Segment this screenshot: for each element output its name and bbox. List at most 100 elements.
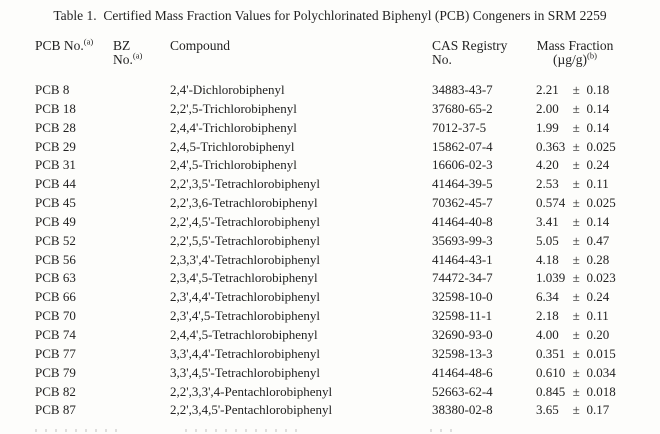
compound-cell: 2,3,3',4'-Tetrachlorobiphenyl — [170, 251, 320, 267]
plus-minus-sign: ± — [572, 345, 580, 361]
compound-cell: 2,2',3,6-Tetrachlorobiphenyl — [170, 195, 318, 211]
mass-fraction-cell: 0.574 ± 0.025 — [536, 195, 628, 211]
table-header-row: PCB No.(a) BZ No.(a) Compound CAS Regist… — [35, 37, 628, 67]
mass-fraction-label-line1: Mass Fraction — [536, 38, 614, 53]
compound-cell: 2,4,4'-Trichlorobiphenyl — [170, 119, 297, 135]
pcb-no-cell: PCB 74 — [35, 326, 76, 342]
clipped-text-fragment — [35, 429, 125, 432]
mass-value: 2.00 — [536, 100, 559, 116]
table-row: PCB 29 2,4,5-Trichlorobiphenyl 15862-07-… — [35, 139, 628, 158]
table-row: PCB 82 2,2',3,3',4-Pentachlorobiphenyl 5… — [35, 384, 628, 403]
mass-fraction-cell: 3.41 ± 0.14 — [536, 214, 628, 230]
plus-minus-sign: ± — [572, 176, 580, 192]
compound-cell: 2,4,5-Trichlorobiphenyl — [170, 138, 295, 154]
table-title: Table 1. Certified Mass Fraction Values … — [53, 8, 607, 23]
mass-uncertainty: 0.018 — [586, 383, 616, 399]
mass-value: 4.18 — [536, 251, 559, 267]
cas-no-cell: 41464-43-1 — [432, 251, 493, 267]
mass-value: 2.18 — [536, 308, 559, 324]
plus-minus-sign: ± — [572, 195, 580, 211]
pcb-no-cell: PCB 82 — [35, 383, 76, 399]
pcb-no-cell: PCB 77 — [35, 345, 76, 361]
cas-no-cell: 16606-02-3 — [432, 157, 493, 173]
cas-no-cell: 74472-34-7 — [432, 270, 493, 286]
pcb-no-cell: PCB 45 — [35, 195, 76, 211]
compound-cell: 2,3',4,4'-Tetrachlorobiphenyl — [170, 289, 320, 305]
table-row: PCB 70 2,3',4',5-Tetrachlorobiphenyl 325… — [35, 308, 628, 327]
mass-fraction-cell: 0.845 ± 0.018 — [536, 384, 628, 400]
mass-uncertainty: 0.14 — [586, 100, 610, 116]
table-row: PCB 49 2,2',4,5'-Tetrachlorobiphenyl 414… — [35, 214, 628, 233]
compound-cell: 2,4',5-Trichlorobiphenyl — [170, 157, 297, 173]
compound-cell: 3,3',4,5'-Tetrachlorobiphenyl — [170, 364, 320, 380]
pcb-no-cell: PCB 56 — [35, 251, 76, 267]
mass-uncertainty: 0.24 — [586, 289, 610, 305]
pcb-no-cell: PCB 8 — [35, 82, 70, 97]
plus-minus-sign: ± — [572, 402, 580, 418]
mass-value: 0.363 — [536, 138, 566, 154]
pcb-no-cell: PCB 66 — [35, 289, 76, 305]
mass-fraction-cell: 2.21 ± 0.18 — [536, 82, 628, 98]
plus-minus-sign: ± — [572, 383, 580, 399]
mass-fraction-cell: 2.53 ± 0.11 — [536, 176, 628, 192]
compound-cell: 3,3',4,4'-Tetrachlorobiphenyl — [170, 345, 320, 361]
compound-label: Compound — [170, 38, 231, 53]
clipped-text-fragment — [430, 429, 460, 432]
cas-no-cell: 7012-37-5 — [432, 119, 487, 135]
cas-no-cell: 32598-11-1 — [432, 308, 493, 324]
cas-label-line2: No. — [432, 52, 452, 67]
mass-value: 4.00 — [536, 326, 559, 342]
mass-value: 0.574 — [536, 195, 566, 211]
mass-fraction-cell: 0.363 ± 0.025 — [536, 139, 628, 155]
plus-minus-sign: ± — [572, 138, 580, 154]
mass-fraction-cell: 1.99 ± 0.14 — [536, 120, 628, 136]
plus-minus-sign: ± — [572, 308, 580, 324]
mass-uncertainty: 0.025 — [586, 138, 616, 154]
plus-minus-sign: ± — [572, 251, 580, 267]
pcb-no-cell: PCB 87 — [35, 402, 76, 418]
bz-label-line2: No.(a) — [113, 51, 170, 67]
cas-no-cell: 38380-02-8 — [432, 402, 493, 418]
plus-minus-sign: ± — [572, 289, 580, 305]
table-row: PCB 79 3,3',4,5'-Tetrachlorobiphenyl 414… — [35, 365, 628, 384]
cas-no-cell: 32598-10-0 — [432, 289, 493, 305]
pcb-no-cell: PCB 18 — [35, 100, 76, 116]
plus-minus-sign: ± — [572, 157, 580, 173]
bz-label-line1: BZ — [113, 38, 131, 53]
plus-minus-sign: ± — [572, 119, 580, 135]
plus-minus-sign: ± — [572, 364, 580, 380]
cas-no-cell: 32690-93-0 — [432, 326, 493, 342]
table-row: PCB 56 2,3,3',4'-Tetrachlorobiphenyl 414… — [35, 252, 628, 271]
compound-cell: 2,3,4',5-Tetrachlorobiphenyl — [170, 270, 318, 286]
bz-no-text: No. — [113, 52, 133, 67]
mass-fraction-cell: 0.610 ± 0.034 — [536, 365, 628, 381]
mass-uncertainty: 0.023 — [586, 270, 616, 286]
mass-value: 4.20 — [536, 157, 559, 173]
column-header-compound: Compound — [170, 39, 432, 67]
mass-value: 0.351 — [536, 345, 566, 361]
mass-value: 2.21 — [536, 82, 559, 97]
plus-minus-sign: ± — [572, 213, 580, 229]
mass-uncertainty: 0.11 — [586, 308, 609, 324]
mass-uncertainty: 0.17 — [586, 402, 610, 418]
table-row: PCB 44 2,2',3,5'-Tetrachlorobiphenyl 414… — [35, 176, 628, 195]
mass-value: 0.610 — [536, 364, 566, 380]
mass-value: 6.34 — [536, 289, 559, 305]
table-row: PCB 28 2,4,4'-Trichlorobiphenyl 7012-37-… — [35, 120, 628, 139]
plus-minus-sign: ± — [572, 100, 580, 116]
column-header-bz-no: BZ No.(a) — [113, 39, 170, 67]
table-row: PCB 87 2,2',3,4,5'-Pentachlorobiphenyl 3… — [35, 402, 628, 421]
compound-cell: 2,3',4',5-Tetrachlorobiphenyl — [170, 308, 320, 324]
cas-label-line1: CAS Registry — [432, 38, 508, 53]
pcb-no-cell: PCB 70 — [35, 308, 76, 324]
mass-uncertainty: 0.034 — [586, 364, 616, 380]
mass-fraction-label-line2: (µg/g)(b) — [529, 51, 621, 67]
mass-uncertainty: 0.20 — [586, 326, 610, 342]
cas-no-cell: 41464-40-8 — [432, 213, 493, 229]
mass-fraction-cell: 2.18 ± 0.11 — [536, 308, 628, 324]
mass-uncertainty: 0.015 — [586, 345, 616, 361]
compound-cell: 2,2',3,3',4-Pentachlorobiphenyl — [170, 383, 333, 399]
table-body: PCB 8 2,4'-Dichlorobiphenyl 34883-43-7 2… — [35, 82, 628, 421]
cas-no-cell: 32598-13-3 — [432, 345, 493, 361]
